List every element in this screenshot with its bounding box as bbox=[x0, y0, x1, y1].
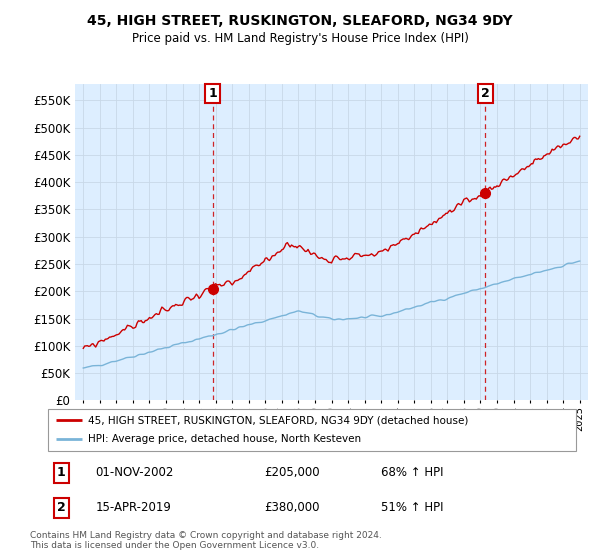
Text: Price paid vs. HM Land Registry's House Price Index (HPI): Price paid vs. HM Land Registry's House … bbox=[131, 32, 469, 45]
Text: 1: 1 bbox=[208, 87, 217, 100]
Text: 01-NOV-2002: 01-NOV-2002 bbox=[95, 466, 174, 479]
Text: 2: 2 bbox=[57, 501, 65, 515]
Text: 68% ↑ HPI: 68% ↑ HPI bbox=[380, 466, 443, 479]
Text: 45, HIGH STREET, RUSKINGTON, SLEAFORD, NG34 9DY: 45, HIGH STREET, RUSKINGTON, SLEAFORD, N… bbox=[87, 14, 513, 28]
Text: £205,000: £205,000 bbox=[265, 466, 320, 479]
Text: 45, HIGH STREET, RUSKINGTON, SLEAFORD, NG34 9DY (detached house): 45, HIGH STREET, RUSKINGTON, SLEAFORD, N… bbox=[88, 415, 468, 425]
Text: 51% ↑ HPI: 51% ↑ HPI bbox=[380, 501, 443, 515]
Text: £380,000: £380,000 bbox=[265, 501, 320, 515]
Text: 2: 2 bbox=[481, 87, 490, 100]
Text: 15-APR-2019: 15-APR-2019 bbox=[95, 501, 172, 515]
Text: HPI: Average price, detached house, North Kesteven: HPI: Average price, detached house, Nort… bbox=[88, 435, 361, 445]
Text: Contains HM Land Registry data © Crown copyright and database right 2024.
This d: Contains HM Land Registry data © Crown c… bbox=[30, 531, 382, 550]
Text: 1: 1 bbox=[57, 466, 65, 479]
